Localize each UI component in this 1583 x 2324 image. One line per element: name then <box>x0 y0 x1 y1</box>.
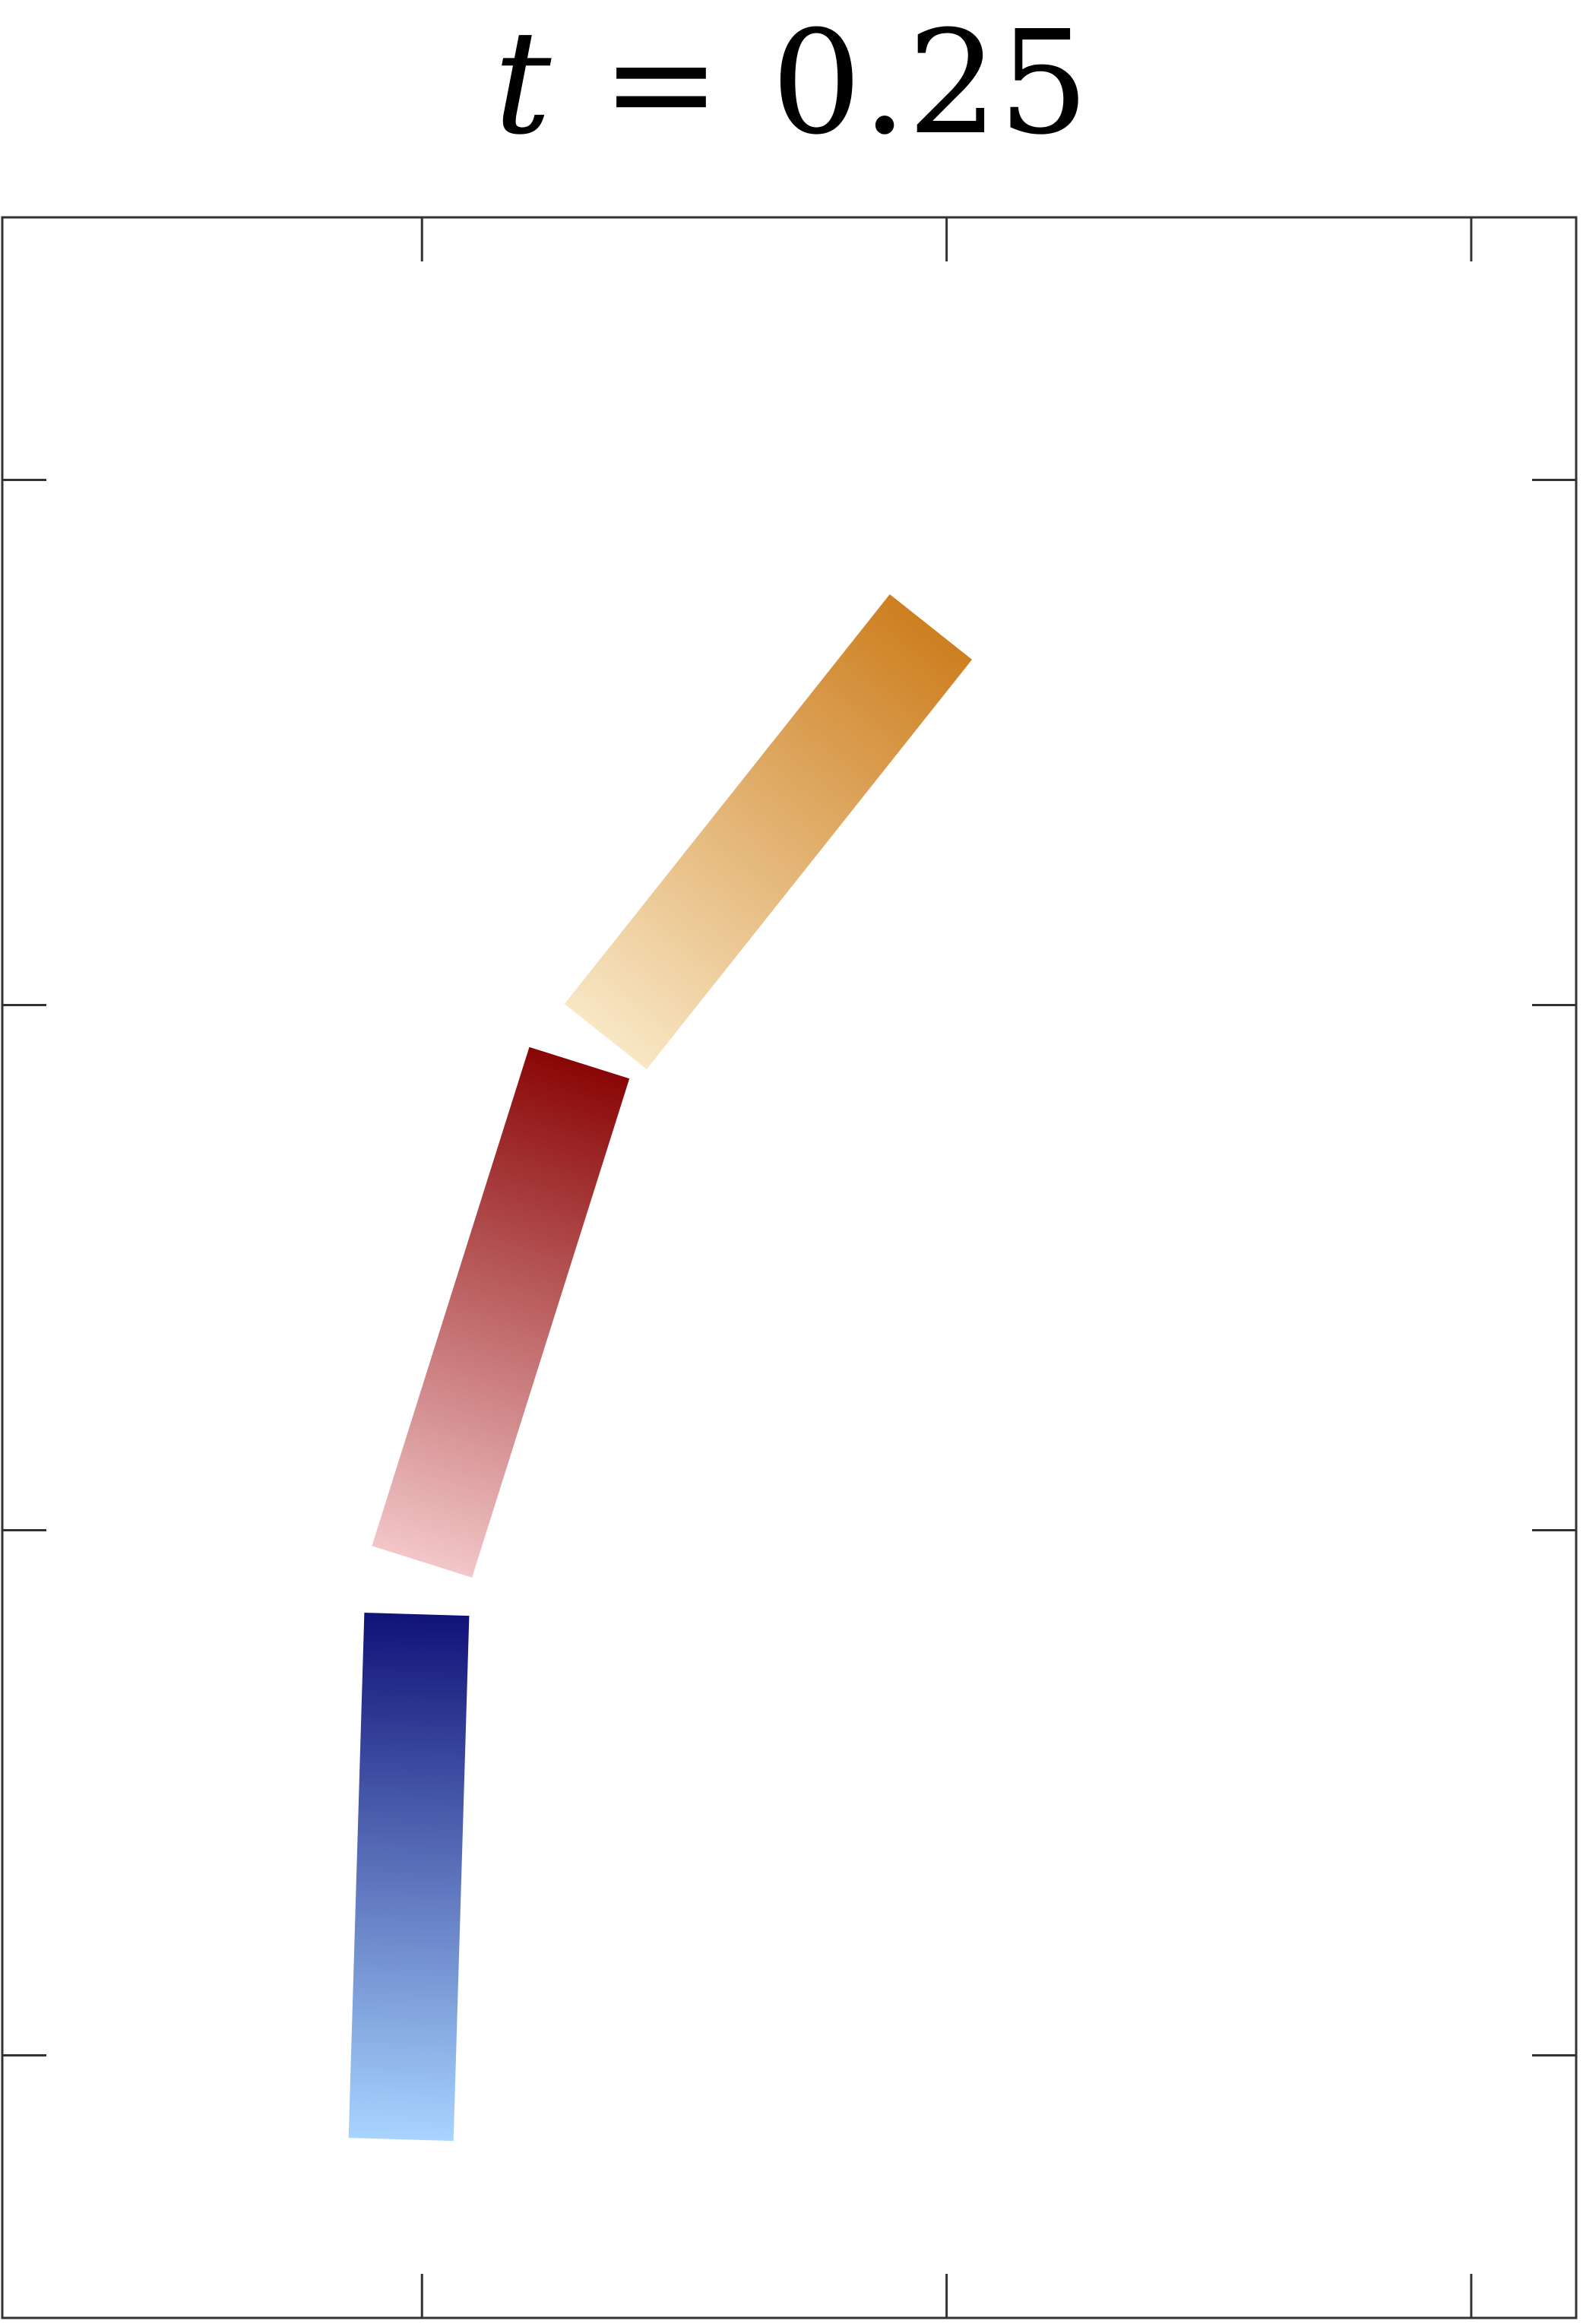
segment-0 <box>348 1613 470 2142</box>
chart-title: t = 0.25 <box>0 0 1583 167</box>
segments-layer <box>348 594 972 2142</box>
title-variable: t <box>493 0 552 166</box>
segment-1 <box>372 1046 630 1578</box>
title-operator: = <box>601 0 721 166</box>
axes-frame <box>1 216 1578 2319</box>
ticks-layer <box>2 217 1576 2318</box>
title-value: 0.25 <box>771 0 1090 166</box>
segment-2 <box>564 594 972 1069</box>
